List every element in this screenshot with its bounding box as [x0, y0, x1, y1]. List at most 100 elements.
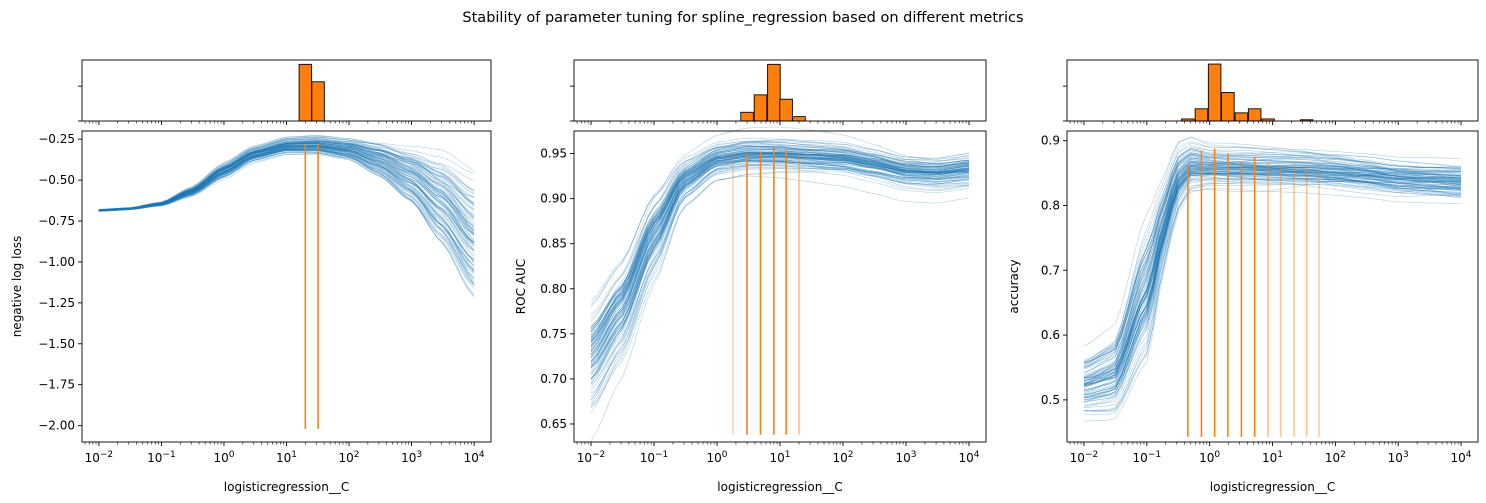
curve-line	[590, 141, 970, 338]
curve-line	[590, 160, 970, 405]
curve-line	[1083, 166, 1462, 388]
curve-line	[590, 168, 969, 394]
curve-line	[1083, 161, 1462, 387]
curve-line	[1083, 169, 1462, 390]
curve-line	[1083, 136, 1462, 367]
curve-line	[1083, 170, 1462, 398]
x-tick-label: 10−1	[640, 450, 669, 465]
curve-line	[98, 148, 475, 219]
curve-line	[590, 161, 970, 384]
x-tick-label: 101	[276, 450, 297, 465]
curve-line	[98, 144, 475, 250]
curve-line	[1083, 176, 1462, 403]
x-tick-label: 103	[895, 450, 916, 465]
curve-line	[98, 136, 475, 211]
curve-line	[590, 148, 970, 338]
curve-line	[98, 153, 475, 285]
curve-line	[590, 139, 970, 365]
curve-line	[98, 144, 475, 210]
curve-line	[98, 142, 475, 216]
y-tick-label: −1.50	[38, 337, 75, 351]
curve-line	[1083, 137, 1462, 347]
curve-line	[590, 155, 970, 358]
curve-line	[98, 148, 475, 273]
x-tick-label: 102	[832, 450, 853, 465]
y-tick-label: 0.5	[1041, 393, 1060, 407]
curve-line	[590, 160, 970, 343]
curve-line	[1083, 173, 1462, 395]
curve-line	[98, 135, 475, 228]
curve-line	[590, 160, 970, 384]
curve-line	[1083, 164, 1462, 392]
curve-line	[590, 152, 970, 336]
curve-line	[1083, 161, 1462, 364]
x-tick-label: 100	[706, 450, 727, 465]
curve-line	[98, 142, 475, 229]
curve-line	[590, 157, 970, 380]
curve-line	[1083, 141, 1461, 362]
curve-line	[590, 139, 969, 341]
curve-line	[590, 164, 970, 391]
curve-line	[1083, 171, 1462, 384]
curve-line	[590, 148, 970, 333]
x-tick-label: 104	[464, 450, 485, 465]
curve-line	[590, 153, 970, 349]
curve-line	[98, 140, 475, 211]
curve-line	[1083, 172, 1462, 400]
curve-line	[590, 153, 970, 401]
curve-line	[1083, 161, 1462, 387]
curve-line	[1083, 171, 1462, 391]
curve-line	[1083, 158, 1462, 401]
curve-line	[98, 142, 475, 243]
curve-line	[1083, 154, 1462, 365]
histogram-bar	[1207, 63, 1222, 122]
y-tick-label: 0.7	[1041, 263, 1060, 277]
histogram-bar	[753, 94, 768, 122]
histogram-bar	[740, 111, 754, 122]
y-tick-label: −0.50	[38, 173, 75, 187]
y-tick-label: −1.75	[38, 378, 75, 392]
curve-line	[590, 160, 970, 380]
curve-line	[98, 141, 475, 211]
curve-line	[590, 165, 970, 369]
curve-line	[1083, 171, 1462, 399]
curve-line	[1083, 172, 1462, 385]
histogram-bar	[792, 116, 806, 122]
curve-line	[98, 141, 475, 211]
curve-line	[1083, 173, 1462, 400]
curve-line	[98, 140, 475, 218]
curve-line	[590, 155, 970, 355]
figure-title: Stability of parameter tuning for spline…	[462, 10, 1023, 26]
curve-line	[590, 154, 970, 343]
curve-line	[590, 167, 970, 398]
curve-line	[590, 126, 970, 322]
curve-line	[98, 145, 475, 210]
curve-line	[590, 153, 970, 376]
curve-line	[590, 141, 970, 346]
curve-line	[590, 151, 970, 380]
x-tick-label: 103	[1388, 450, 1409, 465]
y-tick-label: 0.85	[540, 237, 567, 251]
curve-line	[1083, 152, 1462, 385]
curve-line	[590, 157, 970, 327]
curve-line	[1083, 148, 1462, 368]
curve-line	[98, 146, 475, 258]
curve-line	[98, 149, 475, 252]
curve-line	[590, 155, 970, 335]
x-tick-label: 101	[769, 450, 790, 465]
curve-line	[1083, 170, 1462, 391]
curve-line	[98, 143, 475, 261]
curve-line	[98, 145, 475, 241]
histogram-bar	[298, 63, 313, 122]
curve-line	[1083, 183, 1462, 412]
curve-line	[1083, 162, 1462, 377]
curve-line	[1083, 172, 1462, 395]
curve-line	[590, 152, 970, 351]
curve-line	[1083, 150, 1462, 368]
curve-line	[590, 148, 970, 332]
x-axis-label: logisticregression__C	[717, 480, 842, 494]
curve-line	[98, 145, 475, 247]
curve-line	[590, 163, 970, 363]
curve-line	[1083, 149, 1462, 364]
curve-line	[1083, 187, 1462, 422]
